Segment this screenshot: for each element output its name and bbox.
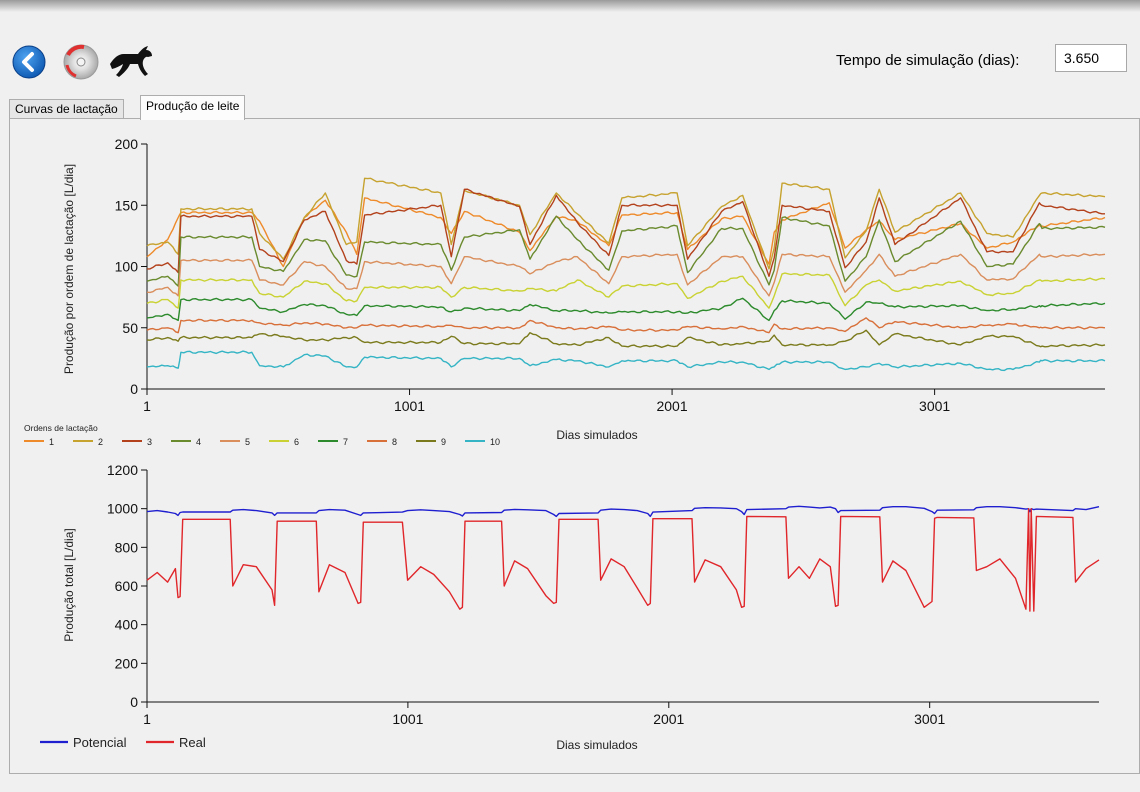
top-chart-series-6: [146, 272, 1106, 309]
bottom-chart-y-tick-label: 1200: [107, 462, 138, 478]
legend-label-7: 7: [343, 437, 348, 447]
bottom-chart-y-tick-label: 400: [115, 617, 139, 633]
top-chart-x-tick-label: 3001: [919, 398, 950, 414]
legend-title: Ordens de lactação: [24, 423, 98, 433]
top-chart-series-3: [147, 188, 1105, 277]
top-chart-series-8: [146, 317, 1106, 334]
horse-icon[interactable]: [108, 44, 154, 80]
bottom-chart-series-Real: [146, 508, 1100, 612]
top-chart-series-9: [146, 329, 1106, 348]
bottom-chart-x-tick-label: 1001: [392, 711, 423, 727]
top-chart-legend: 1 2 3 4 5 6 7 8 9 10: [24, 437, 500, 447]
top-chart-y-tick-label: 150: [115, 197, 139, 213]
top-chart-y-tick-label: 0: [130, 381, 138, 397]
simulation-time-input[interactable]: [1055, 44, 1127, 72]
tab-panel-producao-de-leite: Produção por ordem de lactação [L/dia] D…: [9, 118, 1140, 774]
bottom-chart-series: [146, 505, 1100, 612]
bottom-chart-y-tick-label: 800: [115, 539, 139, 555]
disc-icon[interactable]: [62, 43, 100, 81]
chart-producao-por-ordem: Produção por ordem de lactação [L/dia] D…: [24, 136, 1106, 447]
top-chart-x-tick-label: 1: [143, 398, 151, 414]
legend-label-real: Real: [179, 735, 206, 750]
chart-producao-total: Produção total [L/dia] Dias simulados 0 2…: [40, 462, 1100, 752]
top-chart-series-10: [146, 350, 1106, 372]
top-chart-y-axis-label: Produção por ordem de lactação [L/dia]: [62, 164, 76, 374]
simulation-time-label: Tempo de simulação (dias):: [836, 52, 1020, 69]
top-chart-y-tick-label: 50: [122, 320, 138, 336]
legend-label-3: 3: [147, 437, 152, 447]
bottom-chart-y-tick-label: 1000: [107, 501, 138, 517]
tab-producao-de-leite[interactable]: Produção de leite: [140, 95, 246, 120]
bottom-chart-x-tick-label: 3001: [914, 711, 945, 727]
top-chart-series-4: [146, 215, 1106, 287]
top-chart-x-tick-label: 1001: [394, 398, 425, 414]
legend-label-8: 8: [392, 437, 397, 447]
top-chart-y-tick-label: 200: [115, 136, 139, 152]
legend-label-9: 9: [441, 437, 446, 447]
top-chart-series-5: [146, 253, 1106, 297]
legend-label-1: 1: [49, 437, 54, 447]
bottom-chart-axes: 0 200 400 600 800 1000 1200 1 1001 2001 3001: [107, 462, 1099, 727]
top-chart-x-axis-label: Dias simulados: [556, 428, 637, 442]
legend-label-5: 5: [245, 437, 250, 447]
legend-label-10: 10: [490, 437, 500, 447]
bottom-chart-x-tick-label: 1: [143, 711, 151, 727]
bottom-chart-legend: Potencial Real: [40, 735, 206, 750]
bottom-chart-y-tick-label: 600: [115, 578, 139, 594]
legend-label-potencial: Potencial: [73, 735, 127, 750]
tab-curvas-de-lactacao[interactable]: Curvas de lactação: [9, 99, 124, 119]
bottom-chart-y-tick-label: 200: [115, 655, 139, 671]
top-chart-x-tick-label: 2001: [656, 398, 687, 414]
bottom-chart-x-tick-label: 2001: [653, 711, 684, 727]
legend-label-6: 6: [294, 437, 299, 447]
charts-area: Produção por ordem de lactação [L/dia] D…: [24, 136, 1106, 752]
window-top-bar: [0, 0, 1140, 12]
bottom-chart-y-tick-label: 0: [130, 694, 138, 710]
legend-label-4: 4: [196, 437, 201, 447]
top-chart-series-1: [146, 197, 1106, 268]
bottom-chart-x-axis-label: Dias simulados: [556, 738, 637, 752]
top-chart-y-tick-label: 100: [115, 259, 139, 275]
top-chart-series-7: [146, 297, 1106, 322]
back-arrow-icon[interactable]: [12, 45, 46, 79]
bottom-chart-series-Potencial: [146, 505, 1100, 518]
legend-label-2: 2: [98, 437, 103, 447]
top-chart-series: [146, 177, 1106, 372]
bottom-chart-y-axis-label: Produção total [L/dia]: [62, 528, 76, 641]
